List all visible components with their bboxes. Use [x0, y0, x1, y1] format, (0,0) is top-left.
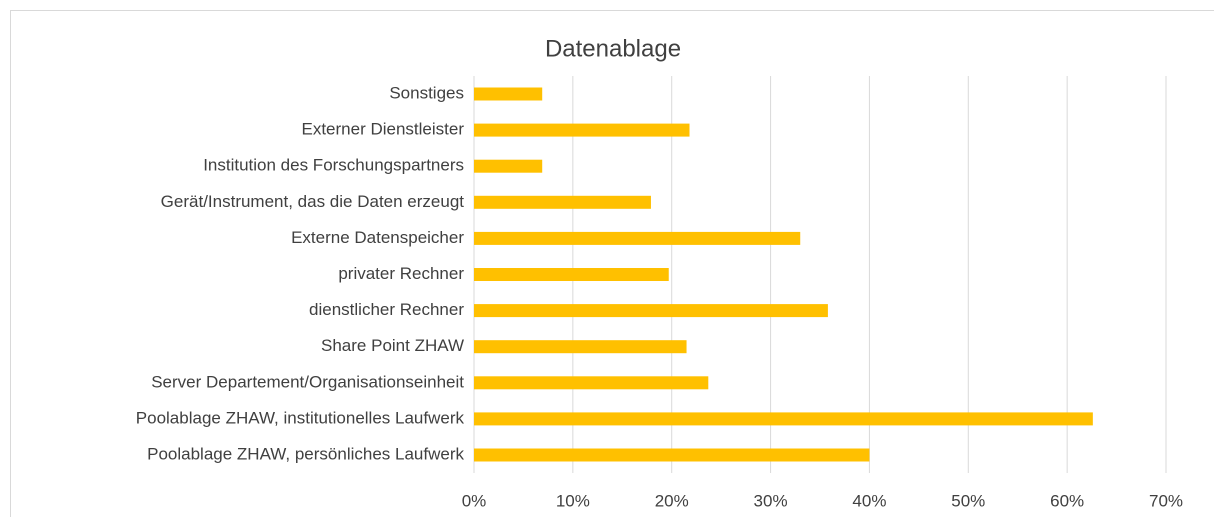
chart-frame: [10, 10, 1214, 517]
y-tick-label: dienstlicher Rechner: [309, 300, 464, 319]
y-tick-label: Externer Dienstleister: [301, 120, 464, 139]
bar: [474, 123, 690, 137]
x-tick-label: 50%: [951, 491, 985, 510]
bar: [474, 268, 669, 281]
x-tick-label: 10%: [556, 491, 590, 510]
y-tick-label: Sonstiges: [389, 83, 464, 102]
y-tick-label: Poolablage ZHAW, institutionelles Laufwe…: [136, 408, 465, 427]
bar: [474, 87, 543, 101]
x-tick-label: 30%: [754, 491, 788, 510]
bar: [474, 448, 870, 462]
x-tick-label: 20%: [655, 491, 689, 510]
y-tick-label: Externe Datenspeicher: [291, 228, 464, 247]
x-tick-label: 0%: [462, 491, 487, 510]
bar: [474, 195, 651, 209]
x-tick-label: 40%: [852, 491, 886, 510]
y-tick-label: Server Departement/Organisationseinheit: [151, 372, 464, 391]
y-tick-label: Poolablage ZHAW, persönliches Laufwerk: [147, 444, 464, 463]
y-tick-label: Gerät/Instrument, das die Daten erzeugt: [161, 192, 465, 211]
y-tick-label: privater Rechner: [338, 264, 464, 283]
bar: [474, 304, 828, 318]
bar: [474, 340, 687, 354]
x-tick-label: 60%: [1050, 491, 1084, 510]
bar: [474, 159, 543, 173]
bar: [474, 376, 709, 390]
chart-title: Datenablage: [545, 35, 681, 62]
bar: [474, 231, 801, 245]
y-tick-label: Institution des Forschungspartners: [203, 156, 464, 175]
bar: [474, 412, 1093, 426]
y-tick-label: Share Point ZHAW: [321, 336, 464, 355]
x-tick-label: 70%: [1149, 491, 1183, 510]
